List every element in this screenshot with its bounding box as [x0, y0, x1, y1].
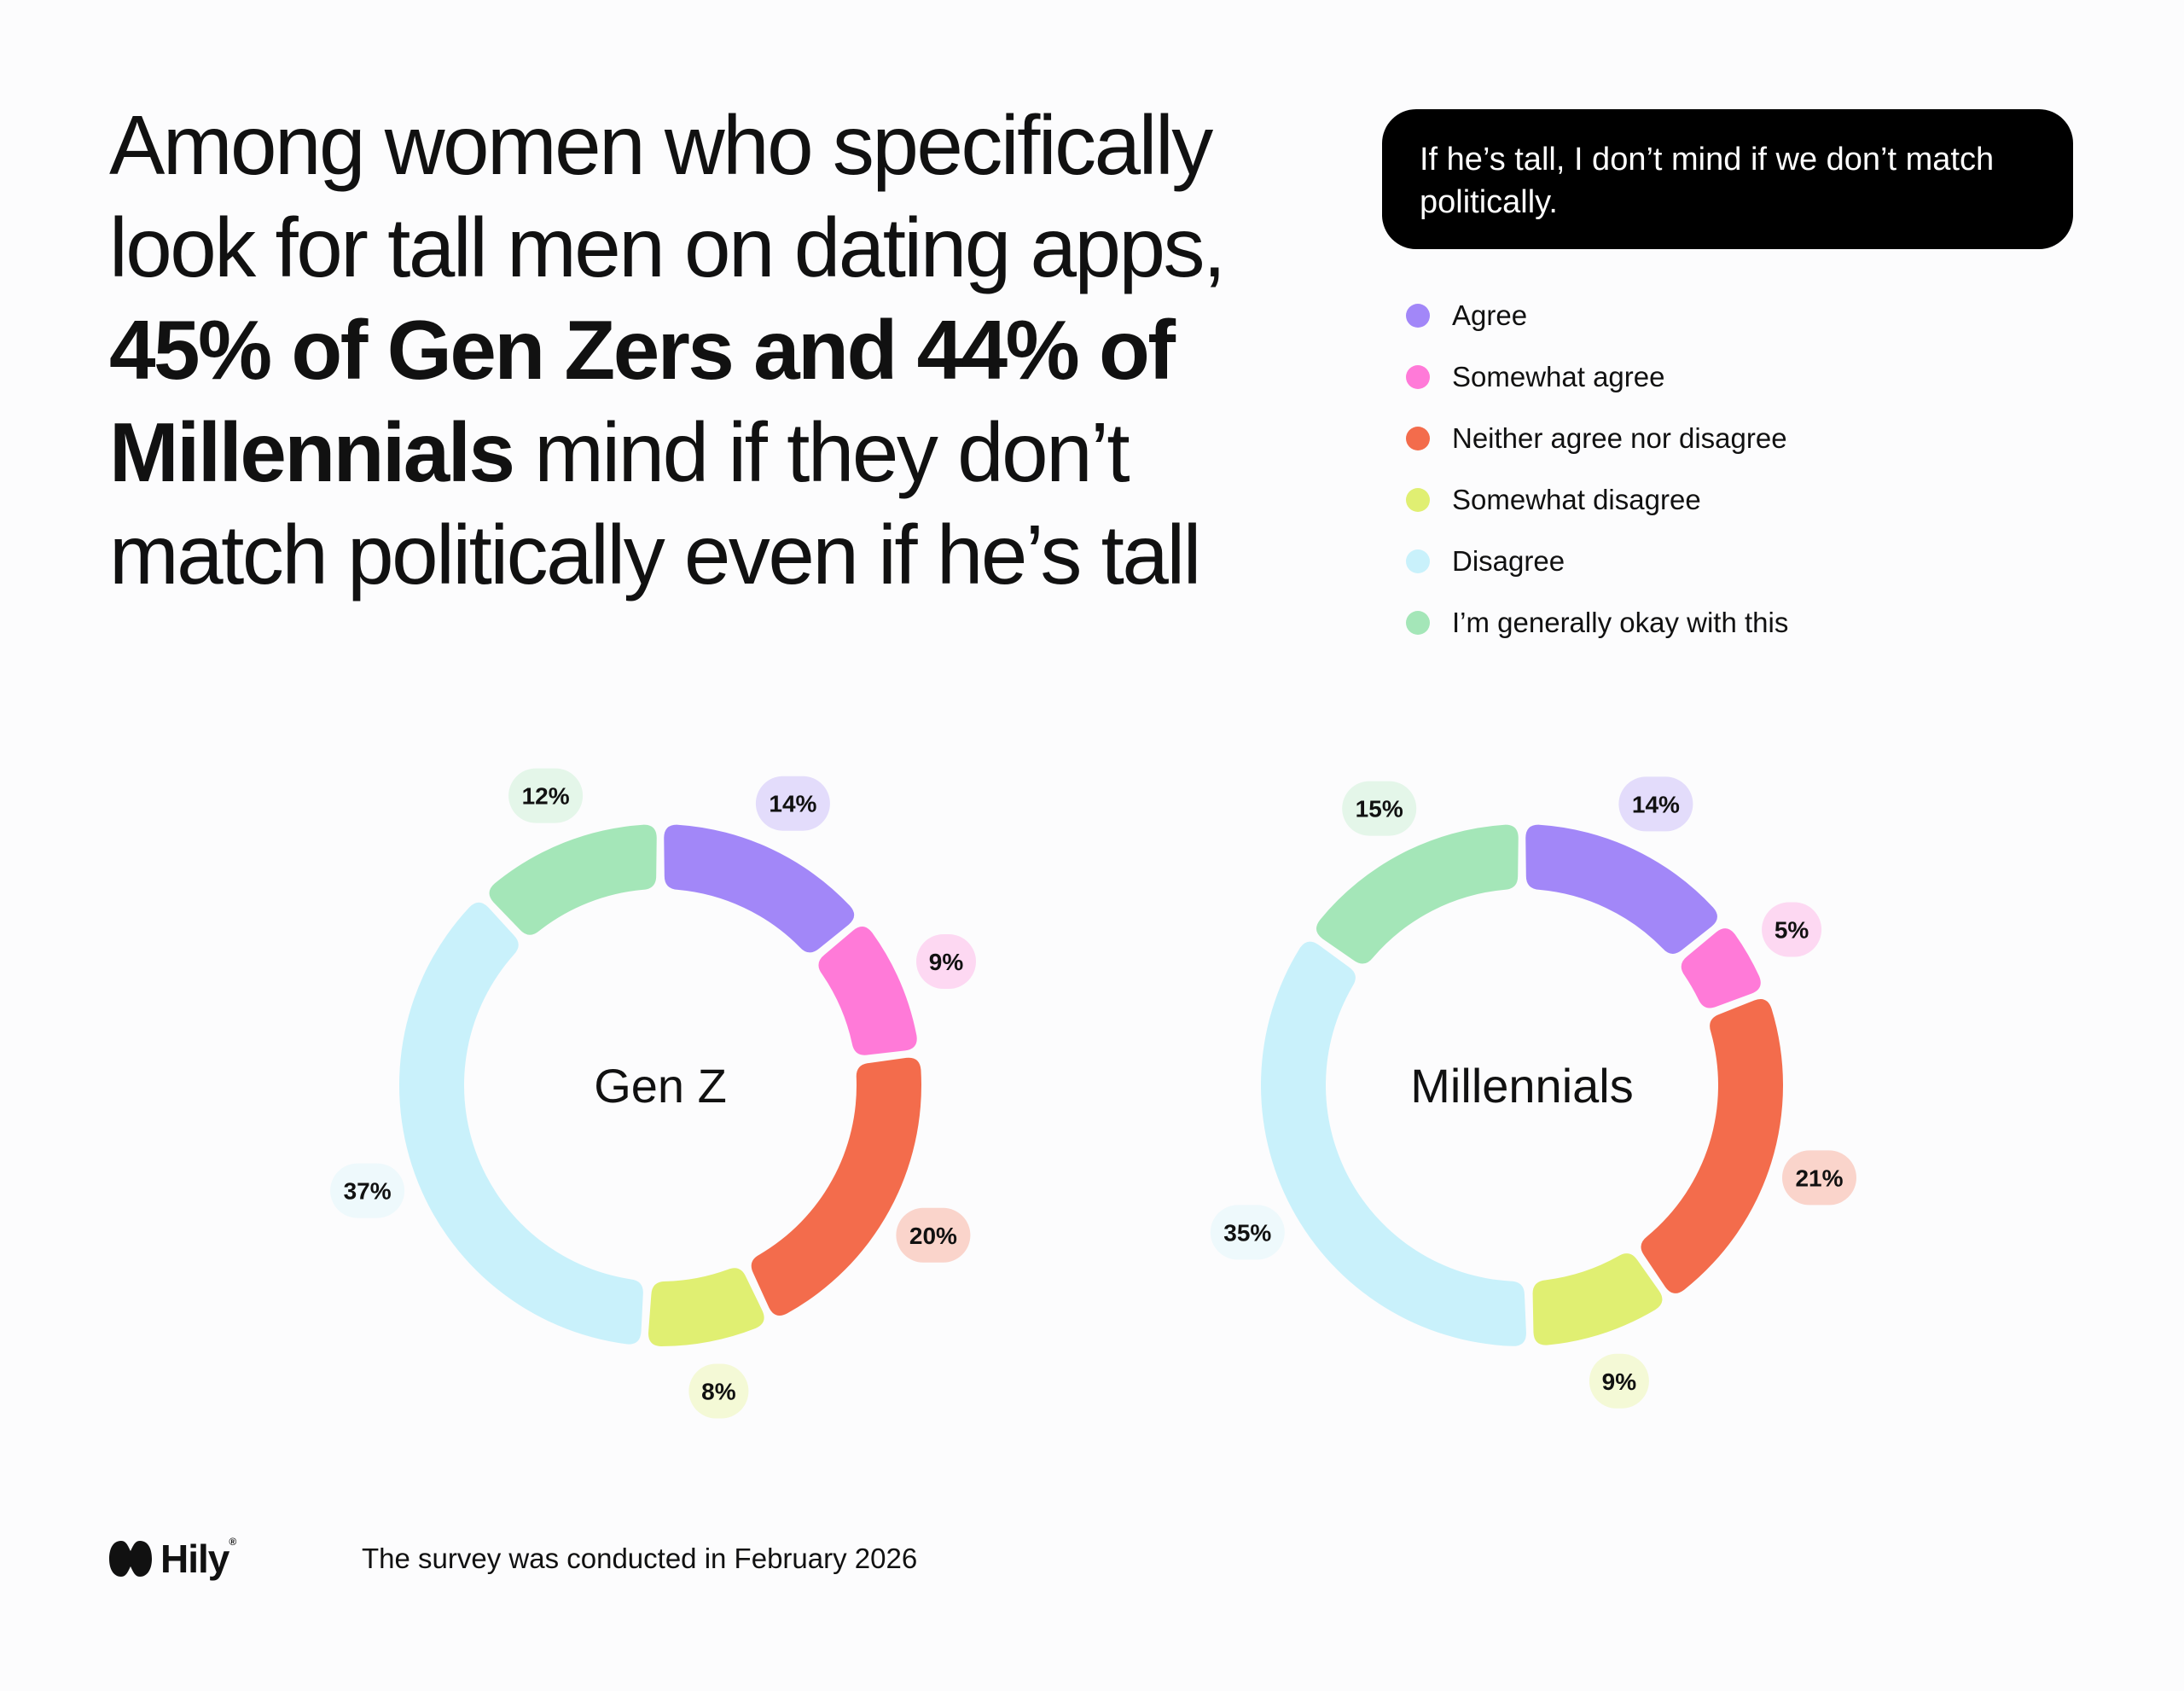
- donut-chart-millennials: 14% 5% 21% 9% 35% 15% Millennials: [1210, 776, 1856, 1409]
- donut-segment: [648, 1268, 764, 1346]
- data-label: 37%: [344, 1178, 392, 1205]
- data-label: 12%: [522, 783, 570, 810]
- headline: Among women who specifically look for ta…: [109, 94, 1346, 606]
- donut-segment: [1261, 941, 1526, 1346]
- legend-dot-somewhat-agree: [1406, 365, 1430, 389]
- donut-segment: [1681, 928, 1761, 1008]
- donut-segment: [1532, 1253, 1663, 1345]
- data-label-pill: [508, 768, 584, 823]
- legend-item-okay: I’m generally okay with this: [1406, 592, 1788, 654]
- survey-footnote: The survey was conducted in February 202…: [362, 1543, 918, 1574]
- donut-segment: [1316, 824, 1519, 964]
- legend-item-neither: Neither agree nor disagree: [1406, 408, 1788, 469]
- data-label-pill: [1342, 781, 1417, 836]
- data-label-pill: [1618, 776, 1693, 832]
- data-label-pill: [688, 1363, 749, 1419]
- data-label: 20%: [909, 1223, 957, 1249]
- data-label-pill: [755, 776, 830, 831]
- donut-segment: [489, 824, 657, 935]
- donut-center-title: Millennials: [1410, 1059, 1633, 1113]
- data-label-pill: [916, 934, 976, 989]
- data-label-pill: [896, 1207, 971, 1263]
- legend-item-agree: Agree: [1406, 285, 1788, 346]
- legend-label: Somewhat agree: [1452, 361, 1665, 392]
- legend-item-somewhat-disagree: Somewhat disagree: [1406, 469, 1788, 531]
- logo-text: Hily®: [160, 1536, 236, 1582]
- data-label: 9%: [929, 949, 964, 975]
- legend-dot-disagree: [1406, 549, 1430, 573]
- data-label-pill: [1589, 1353, 1649, 1409]
- legend-label: Agree: [1452, 299, 1528, 331]
- legend-label: I’m generally okay with this: [1452, 607, 1789, 638]
- legend-label: Disagree: [1452, 545, 1565, 577]
- logo-wordmark: Hily: [160, 1537, 229, 1581]
- legend-dot-agree: [1406, 304, 1430, 328]
- hily-logo: Hily®: [109, 1536, 236, 1582]
- donut-center-title: Gen Z: [594, 1059, 727, 1113]
- hily-logo-icon: [109, 1541, 152, 1577]
- legend-dot-neither: [1406, 427, 1430, 450]
- donut-chart-gen-z: 14% 9% 20% 8% 37% 12% Gen Z: [330, 768, 976, 1419]
- question-box: If he’s tall, I don’t mind if we don’t m…: [1382, 109, 2073, 249]
- data-label: 14%: [769, 791, 816, 817]
- data-label-pill: [330, 1163, 405, 1218]
- headline-bold: 45% of Gen Zers and 44% of Millennials: [109, 303, 1176, 499]
- legend-item-disagree: Disagree: [1406, 531, 1788, 592]
- donut-segment: [664, 824, 855, 953]
- data-label: 21%: [1795, 1165, 1843, 1191]
- donut-segment: [751, 1057, 921, 1316]
- donut-segment: [1525, 824, 1717, 954]
- data-label: 5%: [1774, 917, 1809, 944]
- donut-segment: [1641, 999, 1784, 1293]
- donut-segment: [818, 927, 917, 1055]
- logo-registered-mark: ®: [229, 1536, 236, 1548]
- legend-dot-somewhat-disagree: [1406, 488, 1430, 512]
- data-label: 14%: [1632, 791, 1680, 817]
- legend-label: Somewhat disagree: [1452, 484, 1701, 515]
- data-label: 35%: [1223, 1219, 1271, 1246]
- legend-dot-okay: [1406, 611, 1430, 635]
- headline-part-1: Among women who specifically look for ta…: [109, 98, 1226, 294]
- data-label-pill: [1762, 902, 1822, 957]
- data-label: 9%: [1602, 1368, 1637, 1395]
- headline-part-2: mind if they don’t match politically eve…: [109, 405, 1201, 601]
- data-label-pill: [1782, 1150, 1856, 1206]
- data-label: 8%: [701, 1379, 736, 1405]
- data-label: 15%: [1356, 796, 1403, 822]
- question-text: If he’s tall, I don’t mind if we don’t m…: [1420, 142, 1995, 220]
- legend-label: Neither agree nor disagree: [1452, 422, 1787, 454]
- donut-segment: [399, 902, 643, 1345]
- data-label-pill: [1210, 1205, 1285, 1260]
- legend-item-somewhat-agree: Somewhat agree: [1406, 346, 1788, 408]
- legend: Agree Somewhat agree Neither agree nor d…: [1406, 285, 1788, 654]
